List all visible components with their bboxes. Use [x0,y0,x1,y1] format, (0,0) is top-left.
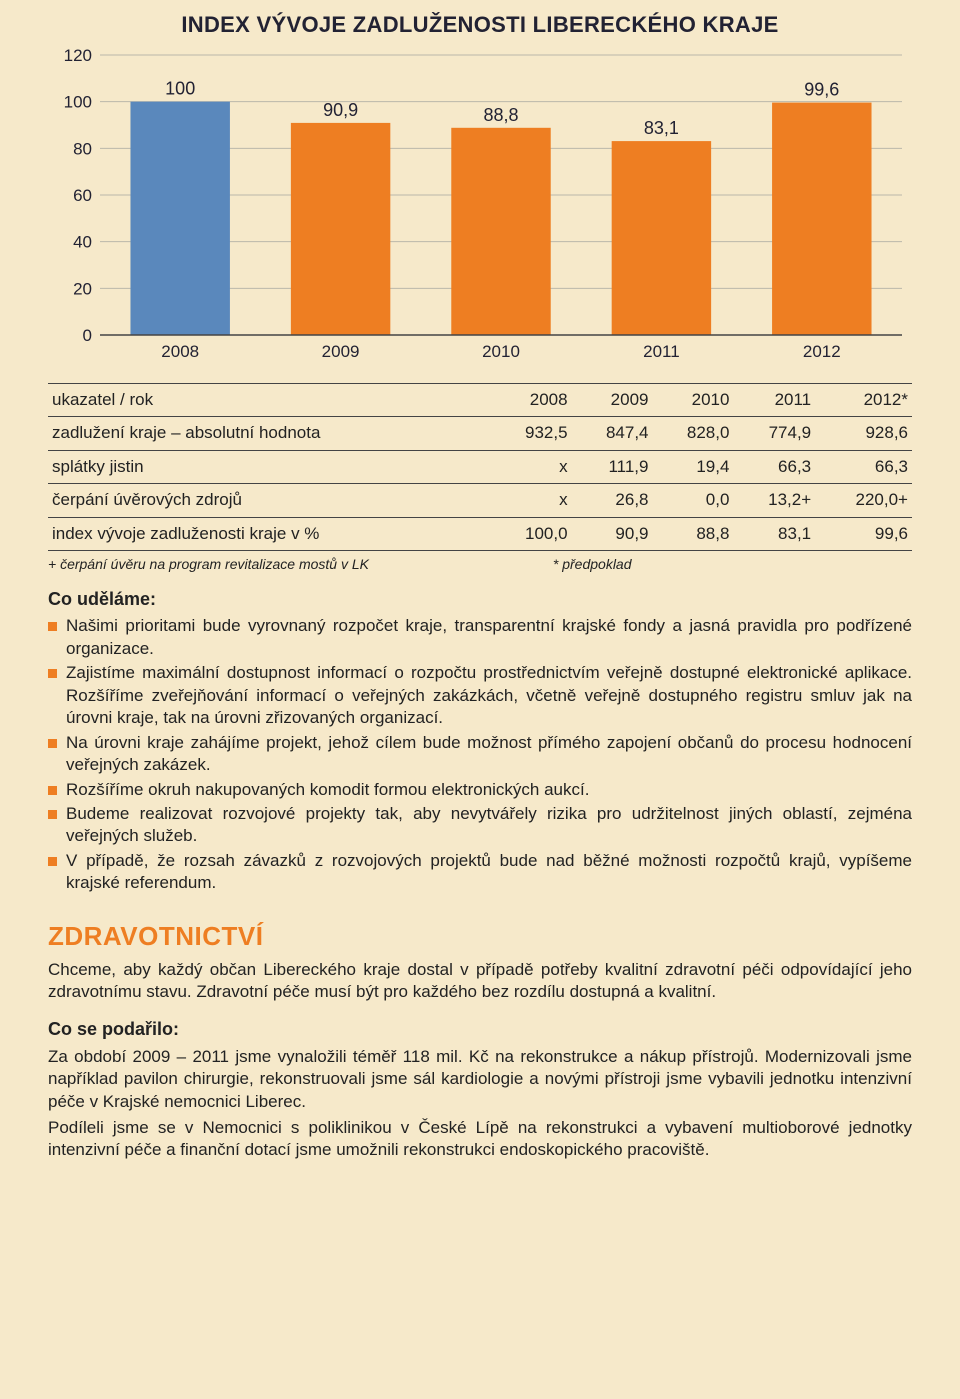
bullet-item: Našimi prioritami bude vyrovnaný rozpoče… [48,615,912,660]
table-cell: 220,0+ [815,484,912,517]
table-cell: 0,0 [653,484,734,517]
table-cell: 847,4 [572,417,653,450]
table-cell: 26,8 [572,484,653,517]
table-cell: 928,6 [815,417,912,450]
co-se-podarilo-para: Podíleli jsme se v Nemocnici s poliklini… [48,1117,912,1162]
svg-text:2010: 2010 [482,342,520,361]
table-footnote: + čerpání úvěru na program revitalizace … [48,555,912,573]
table-row-label: index vývoje zadluženosti kraje v % [48,517,491,550]
table-header-cell: 2011 [733,384,815,417]
table-row: čerpání úvěrových zdrojůx26,80,013,2+220… [48,484,912,517]
table-cell: x [491,450,572,483]
chart-svg: 0 20 40 60 80 100 120 100 2008 90,9 2009 88,8 2010 83… [48,45,912,365]
table-cell: 932,5 [491,417,572,450]
table-cell: 828,0 [653,417,734,450]
co-se-podarilo-heading: Co se podařilo: [48,1018,912,1042]
svg-text:120: 120 [64,46,92,65]
table-header-cell: 2010 [653,384,734,417]
footnote-right: * předpoklad [553,555,632,573]
data-table: ukazatel / rok 2008 2009 2010 2011 2012*… [48,383,912,551]
table-cell: 66,3 [733,450,815,483]
debt-index-chart: 0 20 40 60 80 100 120 100 2008 90,9 2009 88,8 2010 83… [48,45,912,365]
co-se-podarilo-para: Za období 2009 – 2011 jsme vynaložili té… [48,1046,912,1113]
bullet-item: Rozšíříme okruh nakupovaných komodit for… [48,779,912,801]
table-cell: 99,6 [815,517,912,550]
co-udelame-list: Našimi prioritami bude vyrovnaný rozpoče… [48,615,912,894]
footnote-left: + čerpání úvěru na program revitalizace … [48,556,369,572]
table-header-cell: 2012* [815,384,912,417]
svg-text:2012: 2012 [803,342,841,361]
bullet-item: Budeme realizovat rozvojové projekty tak… [48,803,912,848]
table-header-row: ukazatel / rok 2008 2009 2010 2011 2012* [48,384,912,417]
table-cell: 13,2+ [733,484,815,517]
chart-title: INDEX VÝVOJE ZADLUŽENOSTI LIBERECKÉHO KR… [48,10,912,39]
bullet-item: Zajistíme maximální dostupnost informací… [48,662,912,729]
table-header-cell: 2009 [572,384,653,417]
svg-text:88,8: 88,8 [483,105,518,125]
table-row: zadlužení kraje – absolutní hodnota932,5… [48,417,912,450]
svg-text:83,1: 83,1 [644,118,679,138]
svg-text:2009: 2009 [322,342,360,361]
bullet-item: V případě, že rozsah závazků z rozvojový… [48,850,912,895]
table-row-label: splátky jistin [48,450,491,483]
zdravotnictvi-heading: ZDRAVOTNICTVÍ [48,919,912,953]
table-cell: x [491,484,572,517]
table-cell: 100,0 [491,517,572,550]
svg-text:2008: 2008 [161,342,199,361]
table-cell: 83,1 [733,517,815,550]
bullet-item: Na úrovni kraje zahájíme projekt, jehož … [48,732,912,777]
svg-text:40: 40 [73,233,92,252]
svg-text:100: 100 [165,79,195,99]
co-udelame-heading: Co uděláme: [48,588,912,612]
svg-text:80: 80 [73,139,92,158]
table-cell: 774,9 [733,417,815,450]
svg-text:90,9: 90,9 [323,100,358,120]
table-cell: 111,9 [572,450,653,483]
svg-text:99,6: 99,6 [804,80,839,100]
table-row: splátky jistinx111,919,466,366,3 [48,450,912,483]
svg-text:60: 60 [73,186,92,205]
table-cell: 66,3 [815,450,912,483]
svg-text:0: 0 [83,326,92,345]
table-row: index vývoje zadluženosti kraje v %100,0… [48,517,912,550]
svg-text:20: 20 [73,279,92,298]
table-cell: 90,9 [572,517,653,550]
svg-text:100: 100 [64,93,92,112]
table-header-cell: 2008 [491,384,572,417]
zdravotnictvi-intro: Chceme, aby každý občan Libereckého kraj… [48,959,912,1004]
svg-text:2011: 2011 [643,342,680,361]
table-cell: 88,8 [653,517,734,550]
table-row-label: zadlužení kraje – absolutní hodnota [48,417,491,450]
table-header-label: ukazatel / rok [48,384,491,417]
table-cell: 19,4 [653,450,734,483]
table-row-label: čerpání úvěrových zdrojů [48,484,491,517]
